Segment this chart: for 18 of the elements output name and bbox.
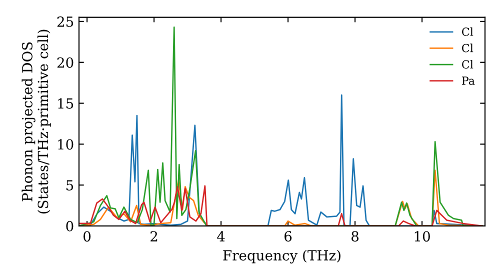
- x-tick-label: 2: [150, 231, 158, 242]
- y-tick-label: 5: [66, 180, 74, 191]
- y-tick-label: 15: [58, 98, 74, 109]
- x-tick-label: 0: [84, 231, 91, 242]
- legend-label: Pa: [462, 76, 475, 85]
- legend-label: Cl: [462, 60, 474, 69]
- x-axis-title: Frequency (THz): [223, 250, 340, 264]
- x-tick-label: 8: [352, 231, 359, 242]
- y-axis-title: Phonon projected DOS (States/THz·primitive cell): [22, 30, 51, 214]
- x-tick-label: 4: [217, 231, 225, 242]
- y-tick-label: 0: [66, 220, 74, 232]
- legend-label: Cl: [462, 27, 474, 36]
- y-tick-label: 10: [58, 139, 74, 150]
- x-tick-label: 10: [414, 231, 430, 242]
- x-tick-label: 6: [284, 231, 292, 242]
- legend-label: Cl: [462, 44, 474, 52]
- y-tick-label: 25: [57, 16, 74, 27]
- y-tick-label: 20: [57, 57, 74, 68]
